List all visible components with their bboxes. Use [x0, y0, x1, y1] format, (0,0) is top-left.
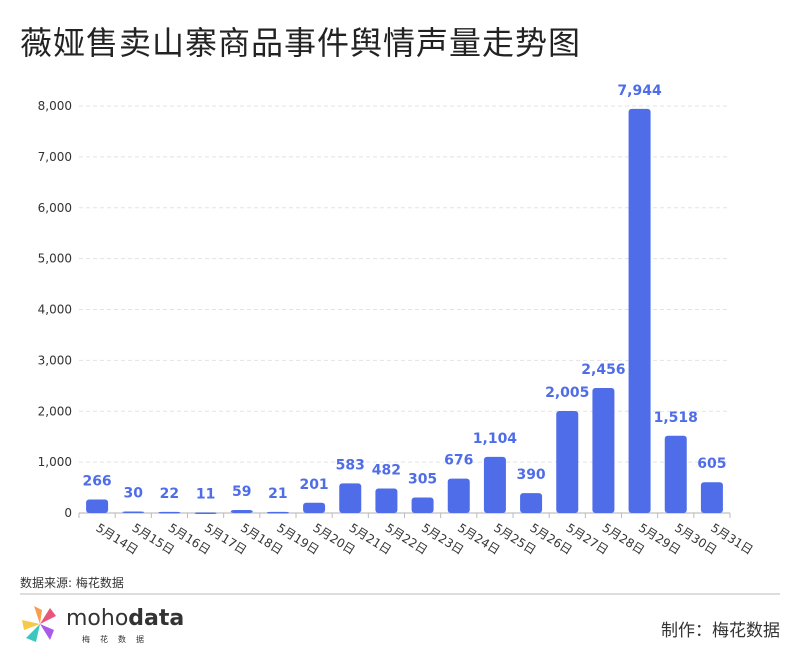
bar [520, 493, 543, 513]
bar [194, 512, 217, 514]
y-tick-label: 3,000 [38, 353, 72, 367]
data-label: 1,104 [473, 431, 518, 447]
data-label: 305 [408, 471, 437, 487]
bar [628, 108, 651, 513]
data-label: 2,456 [581, 362, 625, 378]
bar [339, 483, 362, 513]
data-label: 605 [697, 456, 726, 472]
brand-subtitle: 梅花数据 [82, 635, 154, 644]
data-label: 22 [160, 486, 179, 502]
mohodata-logo-icon [22, 606, 56, 642]
y-tick-label: 1,000 [38, 455, 72, 469]
bar [700, 482, 723, 513]
bar [158, 511, 181, 514]
data-label: 390 [516, 467, 545, 483]
bar [86, 499, 109, 513]
bar [556, 410, 579, 513]
y-tick-label: 5,000 [38, 252, 72, 266]
data-label: 11 [196, 486, 215, 502]
data-label: 482 [372, 462, 401, 478]
bar [447, 478, 470, 513]
bar [122, 511, 145, 513]
data-label: 583 [336, 457, 365, 473]
y-tick-label: 7,000 [38, 150, 72, 164]
divider [20, 593, 780, 595]
bar [375, 488, 398, 513]
bar-chart: 0 1,000 2,000 3,000 4,000 5,000 6,000 7,000 8,00… [38, 83, 756, 558]
y-tick-label: 8,000 [38, 99, 72, 113]
credit: 制作：梅花数据 [661, 621, 780, 641]
y-tick-label: 6,000 [38, 201, 72, 215]
bar [664, 435, 687, 513]
data-label: 201 [299, 477, 328, 493]
data-label: 266 [82, 473, 111, 489]
data-label: 30 [124, 485, 144, 501]
bar [592, 388, 615, 513]
bar [303, 502, 326, 513]
bar [411, 497, 434, 513]
y-tick-label: 4,000 [38, 303, 72, 317]
bar [230, 509, 253, 513]
y-tick-label: 0 [64, 506, 72, 520]
x-tick-label: 5月31日 [708, 521, 755, 558]
data-label: 21 [268, 486, 287, 502]
brand-bold: data [128, 606, 185, 631]
data-label: 2,005 [545, 385, 589, 401]
bar [266, 511, 289, 514]
brand-light: moho [66, 606, 129, 631]
brand-name: mohodata [66, 606, 184, 631]
y-tick-label: 2,000 [38, 404, 72, 418]
bar [483, 456, 506, 513]
data-label: 676 [444, 453, 473, 469]
data-source: 数据来源: 梅花数据 [20, 576, 124, 590]
data-label: 1,518 [654, 410, 698, 426]
data-label: 7,944 [617, 83, 662, 99]
data-label: 59 [232, 484, 251, 500]
chart-title: 薇娅售卖山寨商品事件舆情声量走势图 [20, 24, 582, 62]
